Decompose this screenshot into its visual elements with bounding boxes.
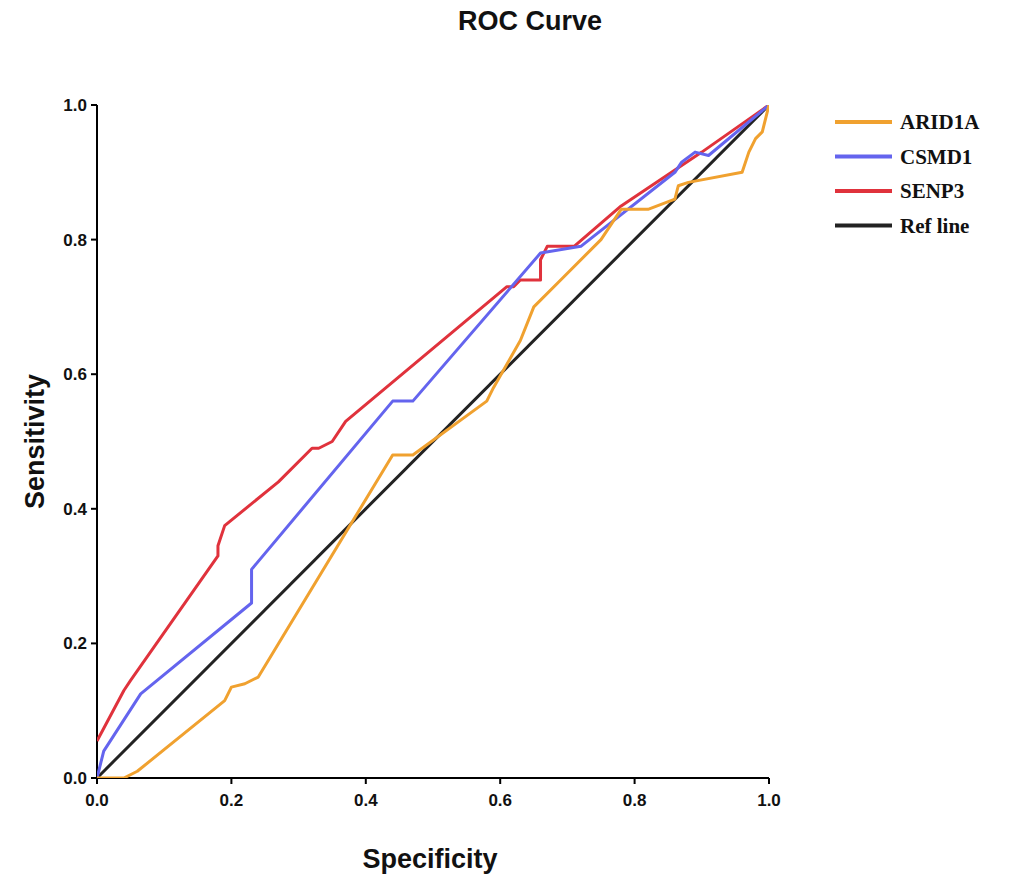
y-tick	[91, 239, 97, 241]
legend-swatch	[835, 189, 892, 193]
y-tick	[91, 777, 97, 779]
x-tick-label: 0.0	[85, 791, 109, 810]
plot-area	[97, 105, 769, 778]
y-tick-label: 0.4	[63, 500, 87, 519]
x-tick-label: 1.0	[757, 791, 781, 810]
x-tick	[768, 778, 770, 784]
title: ROC Curve	[458, 6, 602, 36]
x-tick	[634, 778, 636, 784]
x-tick	[499, 778, 501, 784]
series-line	[97, 105, 769, 778]
y-tick-label: 0.0	[63, 769, 87, 788]
y-tick	[91, 373, 97, 375]
y-axis-line	[96, 105, 98, 778]
x-axis-label: Specificity	[362, 844, 497, 874]
chart: ROC Curve Specificity Sensitivity 0.0 0.2 0.4…	[0, 0, 1020, 892]
y-tick	[91, 642, 97, 644]
legend-label: CSMD1	[900, 145, 972, 169]
x-axis-line	[97, 777, 769, 779]
x-tick	[230, 778, 232, 784]
legend-swatch	[835, 224, 892, 228]
y-tick-label: 1.0	[63, 96, 87, 115]
y-tick-label: 0.6	[63, 365, 87, 384]
y-tick-label: 0.2	[63, 634, 87, 653]
series-line	[97, 105, 769, 778]
legend-swatch	[835, 120, 892, 124]
y-axis-label: Sensitivity	[20, 374, 50, 509]
x-tick	[365, 778, 367, 784]
x-tick-label: 0.2	[220, 791, 244, 810]
legend-label: Ref line	[900, 214, 969, 238]
y-tick	[91, 104, 97, 106]
legend: ARID1A CSMD1 SENP3 Ref line	[835, 110, 980, 238]
legend-label: ARID1A	[900, 110, 980, 134]
legend-swatch	[835, 155, 892, 159]
x-tick-label: 0.6	[488, 791, 512, 810]
y-tick-label: 0.8	[63, 231, 87, 250]
series-line	[97, 105, 769, 778]
x-tick-label: 0.4	[354, 791, 378, 810]
x-tick-label: 0.8	[623, 791, 647, 810]
y-tick	[91, 508, 97, 510]
legend-label: SENP3	[900, 179, 964, 203]
